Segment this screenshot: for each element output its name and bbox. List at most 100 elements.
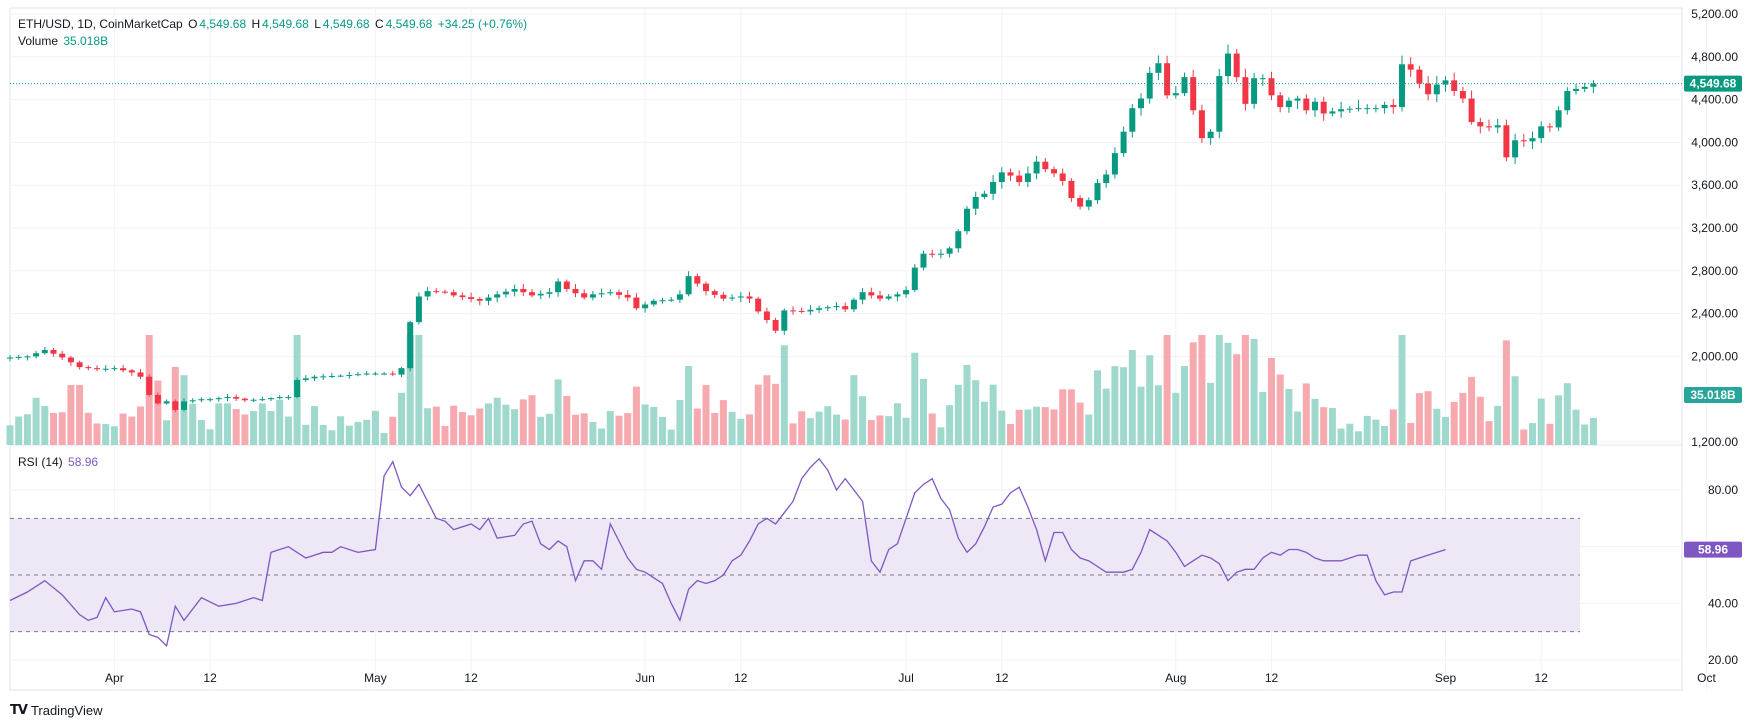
candle-body (372, 373, 379, 375)
volume-bar (833, 414, 840, 445)
volume-bar (554, 379, 562, 445)
volume-bar (110, 426, 118, 445)
candle-body (972, 196, 979, 209)
volume-bar (1476, 396, 1484, 445)
volume-bar (1085, 414, 1093, 445)
volume-bar (528, 395, 536, 445)
volume-bar (1407, 422, 1415, 445)
volume-bar (850, 375, 858, 445)
time-tick-label: Sep (1435, 671, 1457, 685)
volume-bar (23, 414, 31, 445)
candle-body (598, 293, 605, 295)
candle-body (1529, 138, 1536, 142)
volume-bar (598, 428, 606, 445)
candle-body (259, 399, 266, 401)
candle-body (572, 288, 579, 294)
volume-bar (1511, 376, 1519, 445)
candle-body (1120, 131, 1127, 154)
volume-bar (1563, 383, 1571, 445)
tradingview-watermark[interactable]: TV TradingView (10, 703, 102, 718)
volume-bar (1581, 424, 1589, 445)
volume-bar (737, 418, 745, 445)
candle-body (146, 376, 153, 395)
volume-bar (76, 384, 84, 445)
volume-bar (1259, 391, 1267, 445)
rsi-tick-label: 80.00 (1708, 483, 1738, 497)
candle-body (137, 372, 144, 377)
close-value: 4,549.68 (385, 17, 433, 31)
volume-bar (1502, 340, 1510, 445)
candle-body (433, 291, 440, 293)
volume-bar (1537, 398, 1545, 445)
rsi-polyline (9, 457, 1446, 648)
candle-body (15, 356, 22, 358)
volume-bar (1415, 393, 1423, 445)
time-tick-label: Aug (1165, 671, 1186, 685)
candle-body (7, 357, 13, 359)
volume-bar (337, 416, 345, 445)
volume-bar (1172, 392, 1180, 445)
volume-bar (1120, 367, 1128, 445)
candle-body (937, 253, 944, 255)
candle-body (1225, 53, 1231, 77)
candle-body (67, 357, 74, 363)
volume-bar (1424, 391, 1432, 445)
candle-body (1468, 98, 1475, 123)
candle-body (1416, 69, 1423, 84)
candle-body (816, 308, 823, 310)
volume-bar (345, 425, 353, 445)
candle-body (476, 298, 483, 301)
volume-bar (1163, 335, 1171, 445)
candle-body (407, 322, 414, 369)
volume-badge-bg (1684, 387, 1742, 403)
volume-bar (1589, 417, 1597, 445)
candle-body (685, 276, 692, 295)
candle-body (198, 399, 205, 401)
candle-body (589, 294, 596, 298)
candle-body (502, 291, 509, 295)
volume-bar (763, 375, 771, 445)
volume-bar (1198, 335, 1206, 445)
candle-body (790, 310, 796, 312)
volume-bar (876, 415, 884, 445)
volume-bar (1076, 402, 1084, 445)
volume-bar (1146, 355, 1154, 445)
candle-body (1407, 64, 1414, 70)
volume-bar (589, 421, 597, 445)
candle-body (877, 295, 883, 299)
candle-body (485, 297, 492, 301)
volume-bar (1520, 429, 1528, 445)
candle-body (659, 300, 666, 302)
volume-bar (1233, 354, 1241, 445)
candle-body (233, 397, 240, 399)
candle-body (163, 401, 170, 404)
volume-bar (1555, 395, 1563, 445)
value-badges: 4,549.68 35.018B 58.96 (1684, 75, 1742, 558)
candle-body (894, 294, 901, 297)
volume-bar (606, 411, 614, 445)
candle-body (1024, 173, 1031, 182)
candle-body (868, 292, 875, 296)
volume-bar (398, 392, 405, 445)
candle-body (1077, 198, 1084, 207)
volume-bar (859, 396, 867, 445)
price-legend: ETH/USD, 1D, CoinMarketCap O 4,549.68 H 4,… (18, 17, 529, 31)
volume-bar (937, 427, 945, 445)
candle-body (859, 292, 866, 300)
candle-body (807, 309, 814, 312)
volume-bar (920, 378, 927, 445)
candle-body (1573, 88, 1579, 92)
volume-bar (1059, 389, 1067, 445)
candle-body (398, 368, 405, 375)
volume-bar (1328, 407, 1336, 445)
volume-bar (467, 415, 475, 445)
volume-bar (693, 408, 701, 445)
volume-bar (102, 424, 110, 445)
candle-body (172, 401, 179, 410)
time-tick-label: 12 (734, 671, 748, 685)
candle-body (607, 292, 614, 294)
candle-body (268, 398, 274, 400)
candle-body (624, 294, 631, 298)
candle-body (189, 400, 196, 402)
